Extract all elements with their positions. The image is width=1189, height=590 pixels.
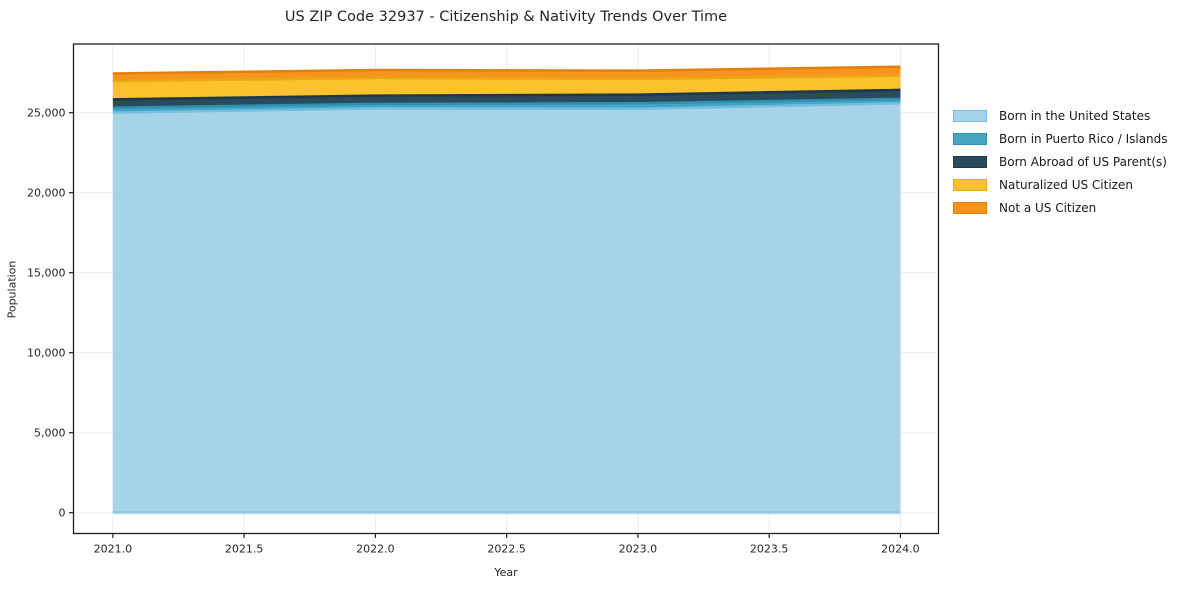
plot-frame [72, 43, 940, 535]
y-tick-label: 10,000 [27, 346, 66, 359]
x-tick-label: 2023.5 [750, 543, 789, 556]
legend-label: Born Abroad of US Parent(s) [999, 154, 1167, 169]
y-tick-label: 0 [59, 506, 66, 519]
legend-item: Born Abroad of US Parent(s) [953, 150, 1168, 173]
legend-label: Naturalized US Citizen [999, 177, 1133, 192]
legend-label: Not a US Citizen [999, 200, 1097, 215]
legend: Born in the United States Born in Puerto… [953, 104, 1168, 219]
legend-item: Born in the United States [953, 104, 1168, 127]
area-edge [112, 65, 901, 75]
y-tick-label: 5,000 [34, 426, 66, 439]
x-tick-label: 2023.0 [619, 543, 658, 556]
legend-label: Born in the United States [999, 108, 1151, 123]
x-tick-label: 2022.0 [356, 543, 395, 556]
y-tick-label: 20,000 [27, 186, 66, 199]
legend-item: Born in Puerto Rico / Islands [953, 127, 1168, 150]
area-edge [112, 88, 901, 101]
chart-title: US ZIP Code 32937 - Citizenship & Nativi… [284, 9, 728, 25]
x-tick-label: 2022.5 [487, 543, 526, 556]
area-edge [112, 74, 901, 83]
x-tick-label: 2021.0 [94, 543, 133, 556]
x-tick-label: 2021.5 [225, 543, 264, 556]
y-axis-label: Population [5, 260, 19, 319]
area-edge [112, 102, 901, 114]
legend-swatch-born-abroad [953, 155, 987, 168]
legend-item: Naturalized US Citizen [953, 173, 1168, 196]
legend-swatch-not-citizen [953, 201, 987, 214]
x-axis-label: Year [494, 566, 518, 579]
y-tick-label: 15,000 [27, 266, 66, 279]
legend-swatch-puerto-rico [953, 132, 987, 145]
x-tick-label: 2024.0 [881, 543, 920, 556]
legend-label: Born in Puerto Rico / Islands [999, 131, 1168, 146]
legend-item: Not a US Citizen [953, 196, 1168, 219]
area-edge [112, 97, 901, 109]
y-tick-label: 25,000 [27, 106, 66, 119]
area-band [112, 103, 901, 513]
legend-swatch-born-us [953, 109, 987, 122]
legend-swatch-naturalized [953, 178, 987, 191]
